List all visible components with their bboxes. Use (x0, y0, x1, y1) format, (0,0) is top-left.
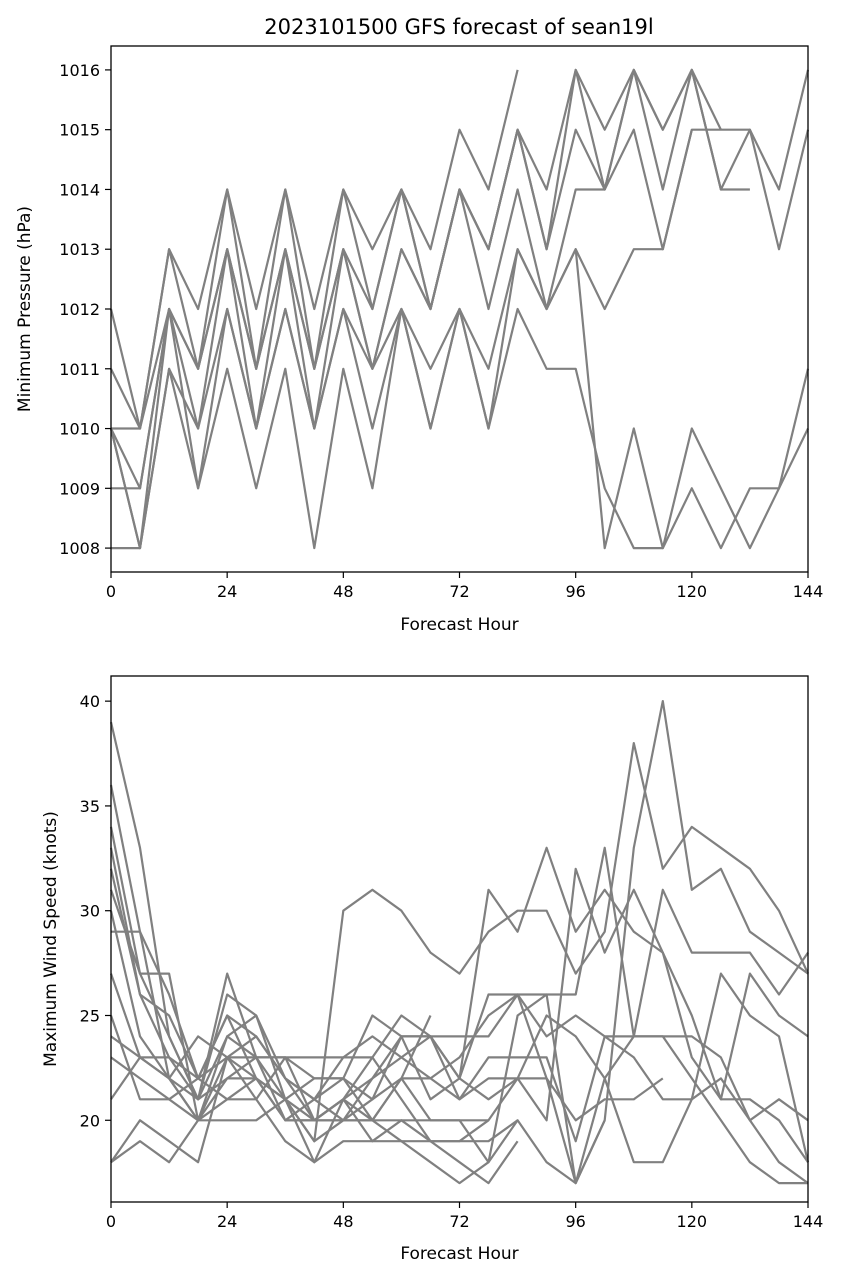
pressure-x-tick-label: 0 (106, 582, 116, 601)
pressure-y-tick-label: 1012 (59, 300, 100, 319)
pressure-series-layer (109, 68, 810, 550)
wind-x-tick-label: 120 (677, 1212, 708, 1231)
pressure-y-tick-label: 1008 (59, 539, 100, 558)
wind-y-tick-label: 40 (80, 692, 100, 711)
pressure-series-line-1 (109, 69, 519, 430)
pressure-x-ticks: 0 24 48 72 96 120 144 (106, 572, 823, 601)
wind-series-line-2 (109, 784, 808, 1185)
figure-title: 2023101500 GFS forecast of sean19l (264, 15, 653, 39)
wind-series-line-14 (110, 1035, 664, 1164)
pressure-y-tick-label: 1016 (59, 61, 100, 80)
wind-speed-chart: 0 24 48 72 96 120 144 20 25 30 35 40 Forecast Hour… (41, 675, 823, 1264)
pressure-y-axis-label: Minimum Pressure (hPa) (15, 206, 35, 412)
wind-x-tick-label: 72 (449, 1212, 469, 1231)
wind-plot-frame (110, 675, 809, 1203)
pressure-series-line-8 (109, 307, 809, 550)
pressure-x-tick-label: 72 (449, 582, 469, 601)
wind-x-tick-label: 144 (793, 1212, 824, 1231)
pressure-y-tick-label: 1014 (59, 180, 100, 199)
wind-x-ticks: 0 24 48 72 96 120 144 (106, 1202, 823, 1231)
pressure-y-tick-label: 1010 (59, 420, 100, 439)
wind-series-line-6 (109, 867, 809, 1122)
wind-series-layer (109, 699, 810, 1185)
pressure-y-tick-label: 1015 (59, 121, 100, 140)
wind-series-line-13 (110, 1035, 489, 1122)
wind-x-tick-label: 0 (106, 1212, 116, 1231)
pressure-x-tick-label: 24 (217, 582, 237, 601)
wind-series-line-4 (109, 699, 809, 1185)
wind-x-axis-label: Forecast Hour (400, 1244, 518, 1264)
pressure-y-tick-label: 1009 (59, 479, 100, 498)
wind-y-ticks: 20 25 30 35 40 (80, 692, 111, 1130)
wind-x-tick-label: 24 (217, 1212, 237, 1231)
pressure-x-tick-label: 48 (333, 582, 353, 601)
wind-y-tick-label: 25 (80, 1006, 100, 1025)
pressure-x-axis-label: Forecast Hour (400, 615, 518, 635)
wind-y-tick-label: 35 (80, 797, 100, 816)
pressure-y-tick-label: 1011 (59, 360, 100, 379)
pressure-chart: 0 24 48 72 96 120 144 1008 1009 1010 1011 1012 1013… (15, 45, 823, 635)
pressure-y-ticks: 1008 1009 1010 1011 1012 1013 1014 1015 1016 (59, 61, 111, 558)
wind-x-tick-label: 48 (333, 1212, 353, 1231)
wind-y-tick-label: 20 (80, 1111, 100, 1130)
wind-y-tick-label: 30 (80, 902, 100, 921)
pressure-x-tick-label: 96 (565, 582, 585, 601)
pressure-y-tick-label: 1013 (59, 240, 100, 259)
wind-y-axis-label: Maximum Wind Speed (knots) (41, 811, 61, 1067)
pressure-x-tick-label: 120 (677, 582, 708, 601)
wind-series-line-15 (110, 993, 606, 1185)
pressure-x-tick-label: 144 (793, 582, 824, 601)
wind-x-tick-label: 96 (565, 1212, 585, 1231)
wind-series-line-3 (109, 826, 809, 1163)
